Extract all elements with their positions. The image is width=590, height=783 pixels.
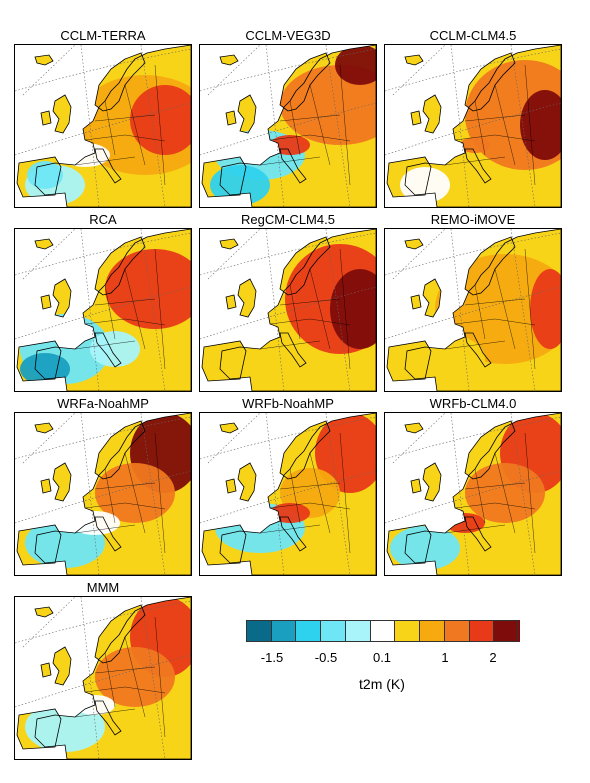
panel-title: CCLM-CLM4.5 — [429, 28, 517, 43]
map-panel: CCLM-CLM4.5 — [384, 28, 562, 208]
panel-title: MMM — [86, 580, 120, 595]
colorbar-swatch — [419, 620, 447, 642]
anomaly-map — [14, 228, 192, 392]
map-panel: RCA — [14, 212, 192, 392]
anomaly-map — [14, 596, 192, 760]
panel-title: WRFb-NoahMP — [242, 396, 334, 411]
colorbar-swatch — [443, 620, 471, 642]
anomaly-map — [384, 412, 562, 576]
panel-title: CCLM-TERRA — [60, 28, 146, 43]
anomaly-map — [14, 412, 192, 576]
colorbar-swatch — [468, 620, 496, 642]
colorbar-tick-label: -1.5 — [260, 650, 284, 665]
colorbar-swatch — [344, 620, 373, 642]
map-panel: MMM — [14, 580, 192, 760]
anomaly-map — [199, 228, 377, 392]
colorbar — [246, 620, 521, 642]
anomaly-map — [14, 44, 192, 208]
colorbar-swatch — [493, 620, 521, 642]
colorbar-tick-label: 1 — [441, 650, 449, 665]
map-panel: CCLM-VEG3D — [199, 28, 377, 208]
colorbar-swatch — [369, 620, 397, 642]
colorbar-tick-label: 2 — [489, 650, 497, 665]
panel-title: WRFa-NoahMP — [57, 396, 149, 411]
colorbar-swatch — [270, 620, 298, 642]
colorbar-swatch — [295, 620, 323, 642]
map-panel: CCLM-TERRA — [14, 28, 192, 208]
panel-title: WRFb-CLM4.0 — [429, 396, 517, 411]
colorbar-tick-label: -0.5 — [314, 650, 338, 665]
panel-title: RCA — [89, 212, 117, 227]
panel-title: RegCM-CLM4.5 — [241, 212, 335, 227]
colorbar-swatch — [394, 620, 422, 642]
anomaly-map — [199, 412, 377, 576]
map-panel: WRFb-NoahMP — [199, 396, 377, 576]
anomaly-map — [384, 44, 562, 208]
map-panel: WRFb-CLM4.0 — [384, 396, 562, 576]
map-panel: WRFa-NoahMP — [14, 396, 192, 576]
panel-title: CCLM-VEG3D — [245, 28, 331, 43]
map-panel: RegCM-CLM4.5 — [199, 212, 377, 392]
colorbar-tick-label: 0.1 — [372, 650, 392, 665]
anomaly-map — [384, 228, 562, 392]
map-panel: REMO-iMOVE — [384, 212, 562, 392]
colorbar-label: t2m (K) — [359, 676, 405, 692]
anomaly-map — [199, 44, 377, 208]
panel-title: REMO-iMOVE — [430, 212, 516, 227]
colorbar-swatch — [320, 620, 348, 642]
